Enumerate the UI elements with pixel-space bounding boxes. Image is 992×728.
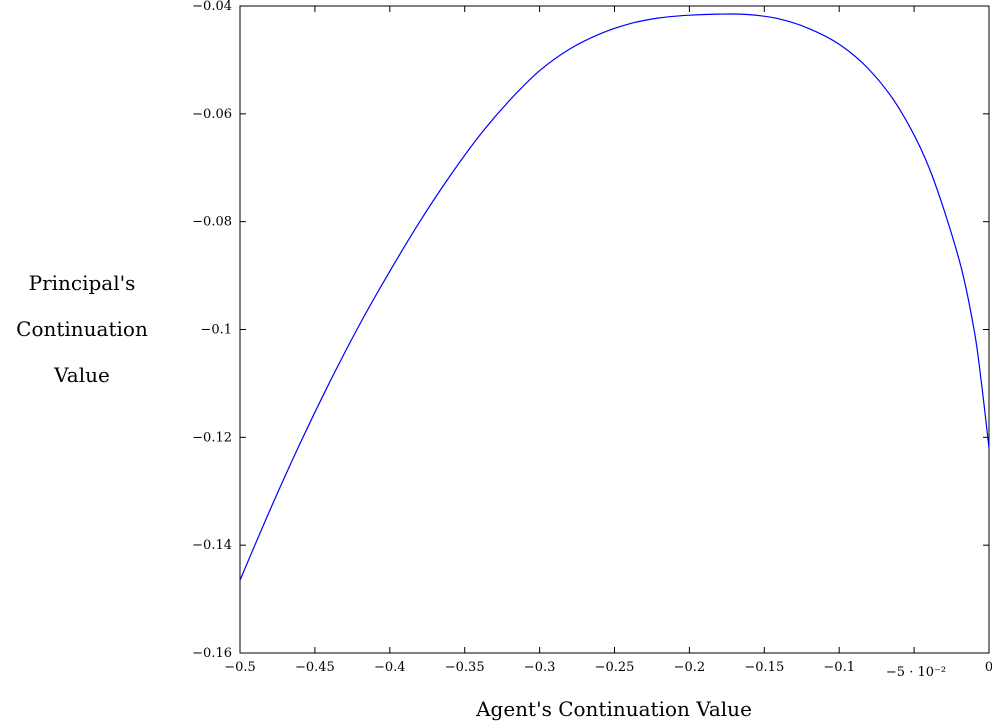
y-tick-label: −0.16 bbox=[192, 646, 232, 661]
x-tick-label: −0.5 bbox=[224, 660, 256, 675]
y-axis-title-line-2: Continuation bbox=[16, 317, 148, 341]
x-tick-label: −0.3 bbox=[524, 660, 556, 675]
x-tick-label: −0.35 bbox=[445, 660, 485, 675]
x-tick-label: −0.45 bbox=[295, 660, 335, 675]
y-tick-label: −0.08 bbox=[192, 215, 232, 230]
ticks bbox=[239, 5, 990, 654]
x-tick-label: −0.1 bbox=[823, 660, 855, 675]
x-tick-label: −0.4 bbox=[374, 660, 406, 675]
x-axis-title: Agent's Continuation Value bbox=[475, 697, 752, 721]
series-line bbox=[239, 13, 990, 581]
y-tick-label: −0.06 bbox=[192, 107, 232, 122]
x-tick-label: −0.25 bbox=[595, 660, 635, 675]
y-tick-label: −0.12 bbox=[192, 430, 232, 445]
y-tick-label: −0.14 bbox=[192, 538, 232, 553]
y-axis-title-line-3: Value bbox=[53, 363, 110, 387]
tick-labels: −0.5 −0.45 −0.4 −0.35 −0.3 −0.25 −0.2 −0.15 −0.1… bbox=[192, 0, 992, 675]
x-tick-label: −0.15 bbox=[744, 660, 784, 675]
y-tick-label: −0.1 bbox=[200, 323, 232, 338]
y-axis-title-line-1: Principal's bbox=[29, 271, 136, 295]
plot-frame bbox=[239, 5, 990, 654]
x-scale-note: −5 · 10⁻² bbox=[886, 665, 946, 680]
y-tick-label: −0.04 bbox=[192, 0, 232, 14]
x-tick-label: 0 bbox=[985, 660, 992, 675]
x-tick-label: −0.2 bbox=[674, 660, 706, 675]
